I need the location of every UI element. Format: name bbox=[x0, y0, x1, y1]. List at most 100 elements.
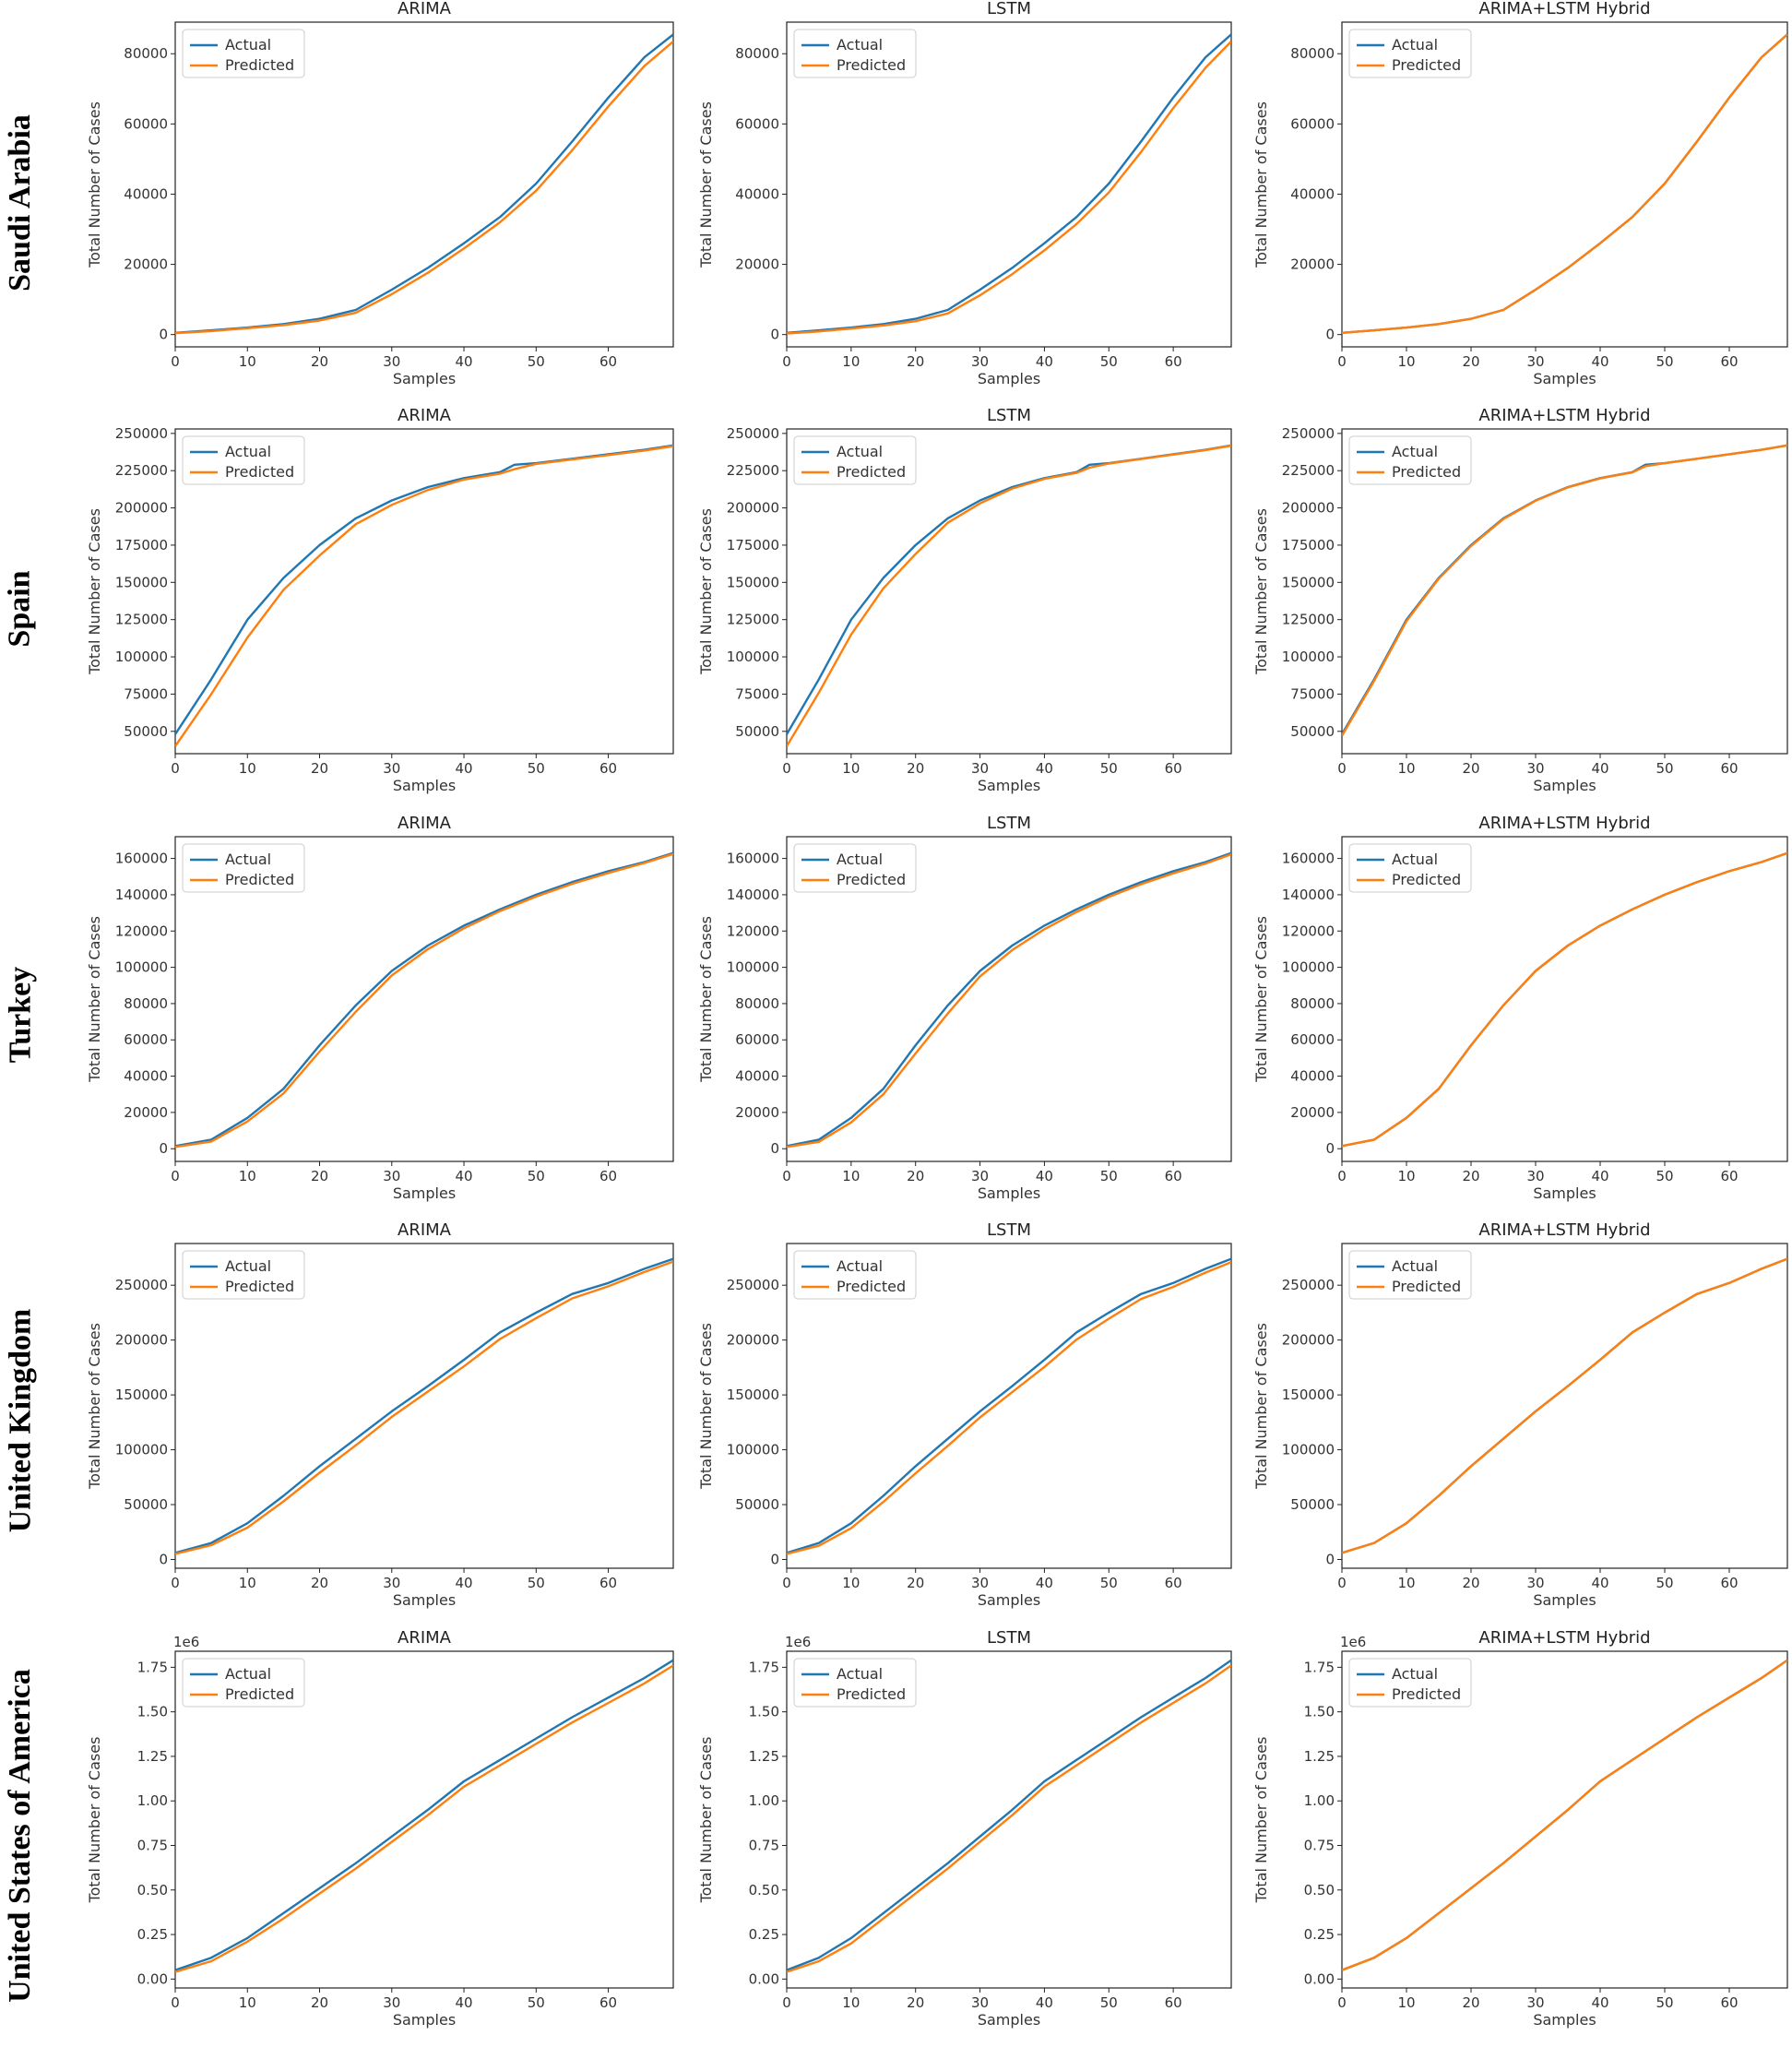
x-axis-label: Samples bbox=[978, 2011, 1040, 2029]
chart-title: LSTM bbox=[987, 406, 1031, 425]
x-tick-label: 60 bbox=[1165, 1994, 1182, 2011]
x-tick-label: 30 bbox=[383, 1575, 400, 1591]
axes-frame bbox=[174, 1650, 674, 1989]
x-tick-label: 10 bbox=[842, 353, 860, 370]
series-line-actual bbox=[787, 33, 1231, 334]
x-tick-label: 0 bbox=[782, 760, 791, 777]
chart-svg: LSTM 0 10 20 30 40 50 60 50000 75000 100000 125000 1… bbox=[697, 406, 1232, 794]
x-tick-label: 60 bbox=[599, 1575, 617, 1591]
x-tick-label: 0 bbox=[1337, 1994, 1347, 2011]
chart-panel: ARIMA 0 10 20 30 40 50 60 50000 75000 100000 125000… bbox=[74, 405, 679, 800]
y-tick-label: 225000 bbox=[1282, 462, 1335, 479]
x-tick-label: 50 bbox=[1656, 1575, 1673, 1591]
x-tick-label: 10 bbox=[239, 1575, 256, 1591]
country-label: Saudi Arabia bbox=[3, 114, 37, 292]
y-tick-label: 1.50 bbox=[749, 1704, 779, 1720]
y-tick-label: 200000 bbox=[1282, 500, 1335, 517]
x-tick-label: 60 bbox=[1720, 1168, 1738, 1184]
y-tick-label: 1.75 bbox=[749, 1659, 779, 1675]
chart-svg: ARIMA+LSTM Hybrid 0 10 20 30 40 50 60 0.00 0.25 0.… bbox=[1252, 1628, 1788, 2029]
x-tick-label: 40 bbox=[1591, 760, 1608, 777]
x-tick-label: 30 bbox=[1526, 1575, 1544, 1591]
x-tick-label: 10 bbox=[1397, 353, 1415, 370]
legend-predicted-label: Predicted bbox=[225, 871, 294, 888]
x-tick-label: 0 bbox=[782, 1994, 791, 2011]
chart-svg: LSTM 0 10 20 30 40 50 60 0 20000 40000 60000 80000 Sa… bbox=[697, 0, 1232, 387]
y-axis-label: Total Number of Cases bbox=[1252, 101, 1270, 268]
chart-panel: LSTM 0 10 20 30 40 50 60 0 20000 40000 60000 80000 10… bbox=[685, 813, 1237, 1208]
legend: Actual Predicted bbox=[793, 843, 917, 893]
x-tick-label: 0 bbox=[171, 353, 180, 370]
x-tick-label: 40 bbox=[455, 353, 472, 370]
legend-actual-label: Actual bbox=[225, 1665, 271, 1683]
y-tick-label: 200000 bbox=[1282, 1332, 1335, 1349]
y-tick-label: 175000 bbox=[1282, 537, 1335, 553]
plot-area: LSTM 0 10 20 30 40 50 60 0 20000 40000 60000 80000 Sa… bbox=[697, 0, 1232, 387]
y-tick-label: 0 bbox=[770, 327, 779, 343]
legend: Actual Predicted bbox=[1348, 843, 1472, 893]
x-tick-label: 50 bbox=[1100, 1168, 1118, 1184]
plot-area: ARIMA 0 10 20 30 40 50 60 0 20000 40000 60000 80000 1… bbox=[86, 814, 674, 1202]
y-tick-label: 1.75 bbox=[137, 1659, 168, 1675]
series-line-actual bbox=[1342, 851, 1787, 1148]
chart-panel: ARIMA 0 10 20 30 40 50 60 0 50000 100000 150000 2000… bbox=[74, 1220, 679, 1614]
x-axis-label: Samples bbox=[978, 777, 1040, 794]
series-line-predicted bbox=[1342, 1659, 1787, 1971]
y-tick-label: 20000 bbox=[124, 1104, 168, 1121]
y-tick-label: 125000 bbox=[115, 612, 168, 628]
x-tick-label: 0 bbox=[171, 1994, 180, 2011]
y-tick-label: 120000 bbox=[115, 922, 168, 939]
y-tick-label: 0 bbox=[770, 1140, 779, 1157]
axes-frame bbox=[174, 1243, 674, 1569]
x-tick-label: 0 bbox=[1337, 1575, 1347, 1591]
y-tick-label: 0 bbox=[1325, 327, 1335, 343]
axes-frame bbox=[1341, 1243, 1788, 1569]
x-tick-label: 10 bbox=[239, 1994, 256, 2011]
chart-title: ARIMA bbox=[398, 1628, 452, 1648]
x-tick-label: 60 bbox=[1165, 1168, 1182, 1184]
x-axis-label: Samples bbox=[978, 370, 1040, 387]
x-tick-label: 20 bbox=[311, 353, 328, 370]
series-line-actual bbox=[787, 851, 1231, 1148]
x-tick-label: 10 bbox=[842, 760, 860, 777]
y-tick-label: 1.25 bbox=[1304, 1748, 1335, 1765]
chart-svg: ARIMA+LSTM Hybrid 0 10 20 30 40 50 60 0 20000 4000… bbox=[1252, 0, 1788, 387]
chart-title: ARIMA bbox=[398, 814, 452, 833]
y-tick-label: 60000 bbox=[124, 1031, 168, 1048]
y-tick-label: 0.50 bbox=[1304, 1882, 1335, 1898]
x-axis-label: Samples bbox=[1533, 370, 1596, 387]
x-tick-label: 40 bbox=[1591, 1994, 1608, 2011]
chart-svg: ARIMA 0 10 20 30 40 50 60 50000 75000 100000 125000… bbox=[86, 406, 674, 794]
plot-area: LSTM 0 10 20 30 40 50 60 0.00 0.25 0.50 0.75 1.00 1.2… bbox=[697, 1628, 1232, 2029]
y-tick-label: 225000 bbox=[727, 462, 779, 479]
legend-predicted-label: Predicted bbox=[1392, 1278, 1461, 1295]
x-tick-label: 40 bbox=[1036, 1168, 1053, 1184]
y-tick-label: 100000 bbox=[727, 959, 779, 976]
y-offset-label: 1e6 bbox=[1340, 1634, 1366, 1650]
axes-frame bbox=[174, 21, 674, 348]
legend: Actual Predicted bbox=[793, 29, 917, 78]
y-tick-label: 80000 bbox=[735, 45, 779, 62]
y-tick-label: 1.00 bbox=[137, 1792, 168, 1809]
x-tick-label: 0 bbox=[171, 1575, 180, 1591]
legend-actual-label: Actual bbox=[1392, 443, 1438, 460]
x-tick-label: 30 bbox=[383, 1994, 400, 2011]
legend-actual-label: Actual bbox=[837, 443, 883, 460]
axes-frame bbox=[1341, 428, 1788, 755]
x-tick-label: 0 bbox=[782, 1168, 791, 1184]
legend-actual-label: Actual bbox=[1392, 1665, 1438, 1683]
x-tick-label: 50 bbox=[1656, 760, 1673, 777]
legend-actual-label: Actual bbox=[837, 1665, 883, 1683]
x-tick-label: 10 bbox=[842, 1168, 860, 1184]
y-tick-label: 1.50 bbox=[137, 1704, 168, 1720]
x-tick-label: 30 bbox=[971, 1994, 989, 2011]
series-line-predicted bbox=[1342, 1257, 1787, 1554]
chart-svg: LSTM 0 10 20 30 40 50 60 0.00 0.25 0.50 0.75 1.00 1.2… bbox=[697, 1628, 1232, 2029]
x-axis-label: Samples bbox=[393, 370, 456, 387]
legend-predicted-label: Predicted bbox=[225, 56, 294, 74]
x-tick-label: 60 bbox=[1720, 760, 1738, 777]
y-tick-label: 0.50 bbox=[137, 1882, 168, 1898]
legend-predicted-label: Predicted bbox=[1392, 1685, 1461, 1703]
chart-title: ARIMA bbox=[398, 406, 452, 425]
x-tick-label: 60 bbox=[1165, 353, 1182, 370]
